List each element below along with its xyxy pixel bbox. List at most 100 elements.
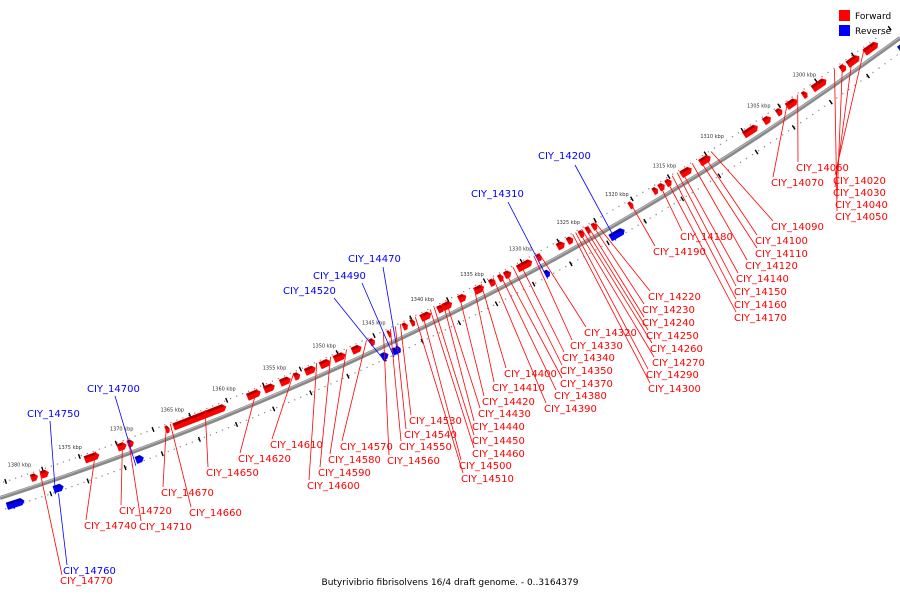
scale-dot [884,63,886,65]
forward-gene-label: CIY_14320 [584,328,637,339]
scale-dot-lower [564,236,566,238]
scale-dot [330,383,332,385]
forward-gene [679,166,692,179]
forward-gene-label: CIY_14180 [680,232,733,243]
scale-dot [324,385,326,388]
scale-dot-lower [421,311,423,314]
forward-gene-label: CIY_14510 [461,474,514,485]
scale-dot-lower [74,457,77,459]
scale-dot [191,441,194,443]
scale-dot-lower [576,229,578,232]
gene-shadow [584,226,589,230]
gene-shadow [775,108,780,113]
forward-gene-label: CIY_14720 [119,506,172,517]
scale-dot [426,338,428,340]
scale-dot-lower [62,461,65,463]
scale-dot [775,138,778,140]
scale-dot-lower [677,169,680,172]
scale-dot [251,417,254,419]
gene-shadow [801,91,806,95]
scale-tick-label: 1330 kbp [509,246,533,252]
forward-leader-line [587,225,645,318]
scale-dot [781,134,784,136]
legend-reverse-swatch [839,25,850,36]
forward-leader-line [445,301,481,409]
tick-mark-lower [151,426,155,433]
scale-dot [185,443,188,446]
forward-leader-line [414,316,464,474]
scale-dot [4,508,7,510]
scale-dot-lower [588,223,590,225]
scale-dot-lower [749,124,752,126]
reverse-leader-line [58,493,68,566]
scale-dot-lower [247,390,250,392]
scale-dot [107,473,109,475]
scale-dot-lower [857,50,859,53]
forward-leader-line [772,101,789,178]
scale-dot-lower [516,262,519,265]
scale-dot-lower [695,158,698,161]
forward-gene-label: CIY_14560 [387,456,440,467]
scale-dot [167,450,169,453]
scale-tick-label: 1370 kbp [110,427,134,433]
tick-mark [49,491,53,497]
forward-gene-label: CIY_14240 [642,318,695,329]
scale-dot-lower [636,195,638,197]
gene-shadow [304,365,314,372]
tick-mark [680,196,685,202]
gene-shadow [40,470,47,474]
forward-leader-line [676,172,737,287]
scale-dot [685,195,687,198]
forward-leader-line [533,255,573,341]
scale-dot [257,414,260,416]
scale-dot [848,88,850,91]
forward-gene-label: CIY_14390 [544,404,597,415]
forward-gene-label: CIY_14620 [238,454,291,465]
scale-dot [119,468,121,471]
scale-dot-lower [391,326,393,328]
scale-dot [691,191,693,194]
scale-dot [541,279,543,281]
scale-dot-lower [26,473,29,475]
gene-shadow [473,285,482,291]
scale-dot-lower [570,233,572,235]
reverse-gene-label: CIY_14520 [283,286,336,297]
gene-shadow [516,259,530,268]
scale-tick-label: 1340 kbp [411,297,435,303]
scale-dot-lower [492,275,495,277]
forward-gene-label: CIY_14060 [796,163,849,174]
forward-gene-label: CIY_14410 [492,383,545,394]
scale-dot [65,487,67,490]
scale-dot-lower [881,33,883,35]
scale-dot [354,372,356,374]
scale-dot [300,396,302,398]
scale-dot [553,272,555,274]
forward-gene-label: CIY_14040 [835,200,888,211]
forward-leader-line [429,309,475,449]
forward-gene-label: CIY_14090 [771,222,824,233]
scale-dot [631,228,633,230]
forward-leader-line [341,340,367,442]
scale-dot-lower [68,459,71,461]
scale-dot [155,455,157,457]
scale-dot [565,265,567,268]
scale-dot-lower [498,272,501,274]
scale-tick-label: 1345 kbp [362,321,386,327]
reverse-gene-label: CIY_14700 [87,384,140,395]
scale-dot-lower [146,431,148,433]
forward-leader-line [665,179,737,313]
scale-dot-lower [20,475,23,477]
scale-dot [709,180,712,183]
scale-dot-lower [737,132,740,134]
tick-mark-lower [666,174,671,180]
forward-leader-line [204,410,209,468]
reverse-leader-line [574,164,617,241]
scale-dot-lower [128,437,130,440]
forward-leader-line [319,356,332,468]
forward-gene-label: CIY_14070 [771,178,824,189]
forward-gene-label: CIY_14030 [833,188,886,199]
scale-dot [559,269,561,271]
gene-shadow [419,311,429,318]
scale-dot-lower [8,479,11,481]
tick-mark [717,173,722,179]
